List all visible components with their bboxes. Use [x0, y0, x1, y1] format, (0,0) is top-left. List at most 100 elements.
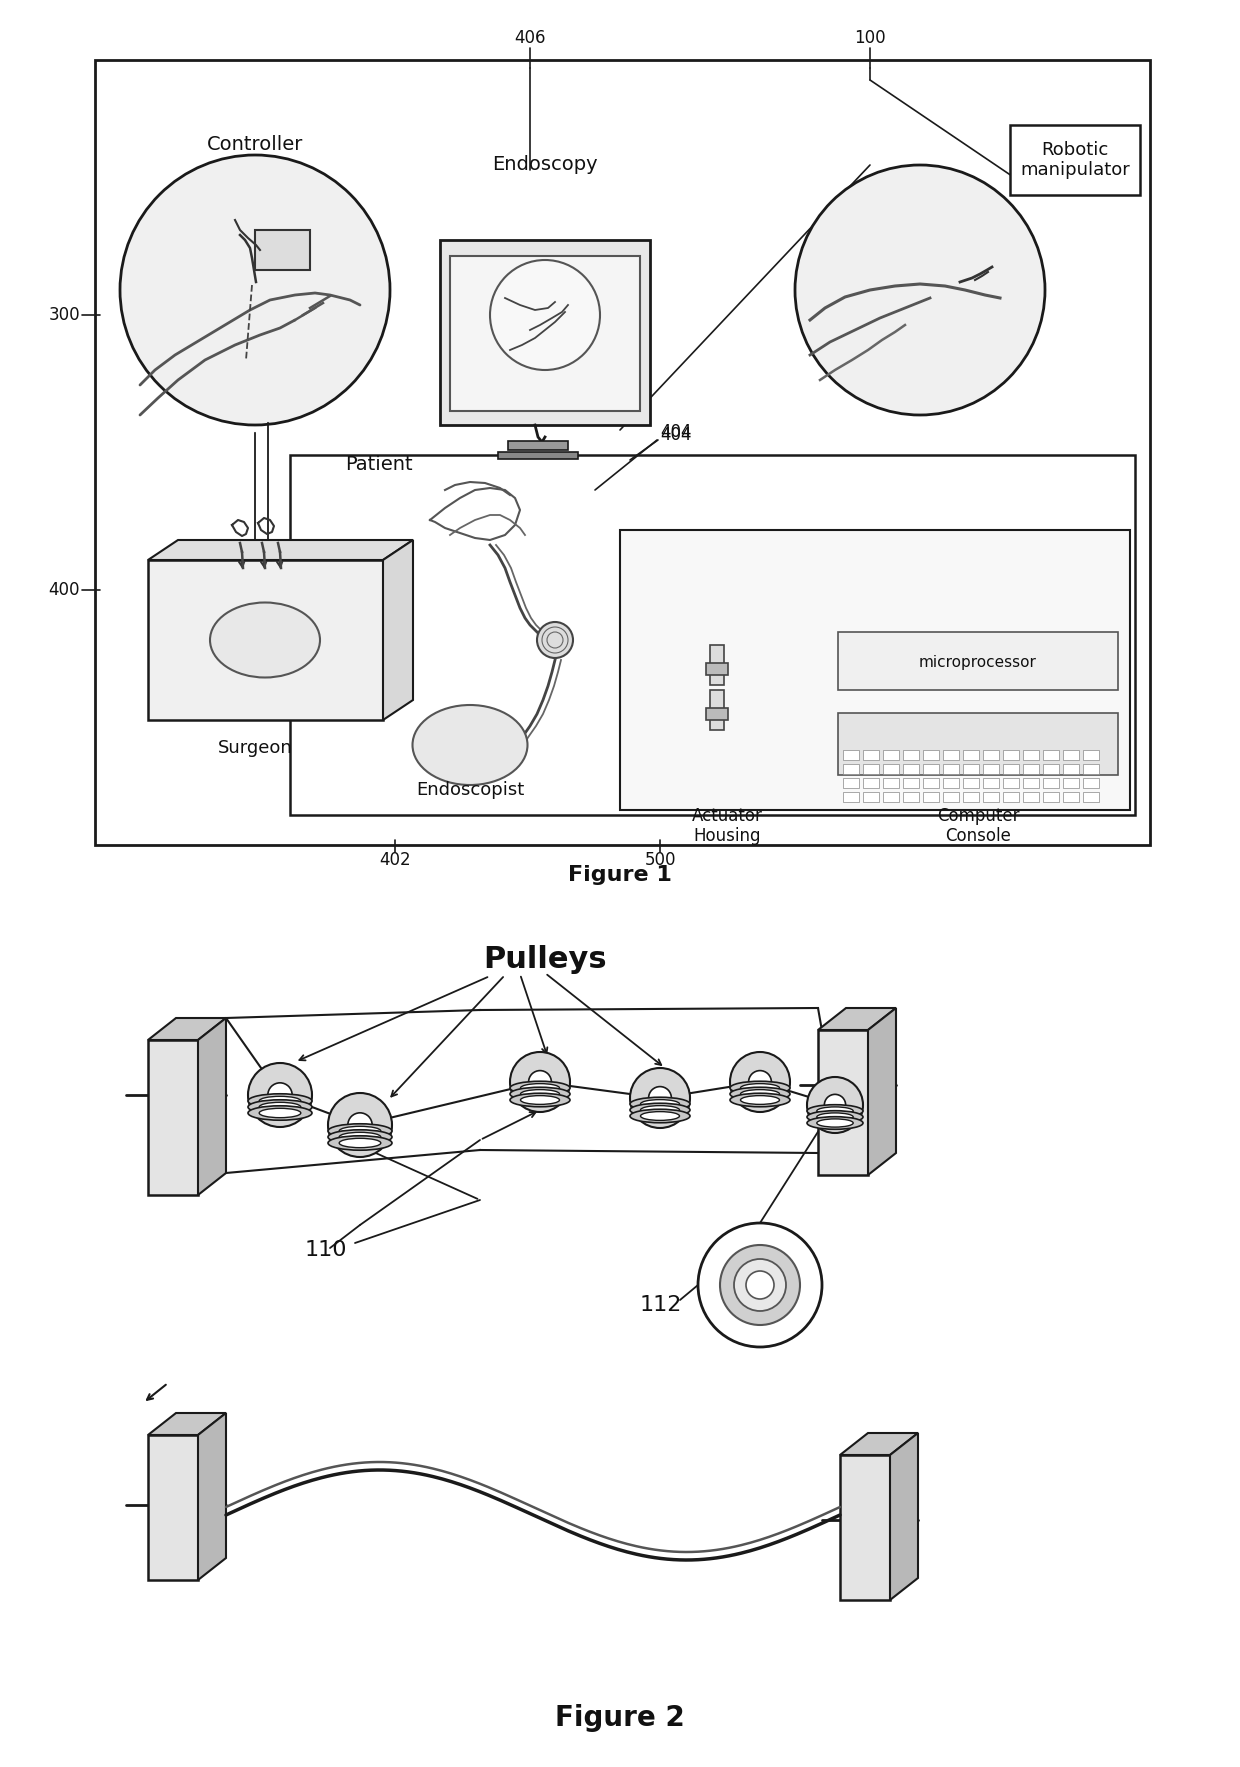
Bar	[440, 240, 650, 426]
Bar	[942, 763, 959, 774]
Bar	[963, 777, 980, 788]
Text: 406: 406	[515, 28, 546, 48]
Ellipse shape	[817, 1113, 853, 1120]
Polygon shape	[383, 541, 413, 719]
Bar	[450, 256, 640, 412]
Bar	[963, 749, 980, 760]
Circle shape	[248, 1064, 312, 1127]
Text: 300: 300	[48, 306, 81, 323]
Ellipse shape	[329, 1119, 392, 1133]
Bar	[148, 1041, 198, 1194]
Ellipse shape	[340, 1126, 381, 1136]
Text: Figure 2: Figure 2	[556, 1703, 684, 1732]
Bar	[1063, 777, 1079, 788]
Bar	[1083, 749, 1099, 760]
Ellipse shape	[259, 1090, 301, 1099]
Bar	[983, 763, 999, 774]
Polygon shape	[868, 1007, 897, 1175]
Ellipse shape	[329, 1129, 392, 1145]
Text: 110: 110	[305, 1240, 347, 1260]
Ellipse shape	[521, 1083, 559, 1092]
Bar	[255, 230, 310, 270]
Bar	[923, 777, 939, 788]
Bar	[903, 749, 919, 760]
Circle shape	[795, 164, 1045, 415]
Bar	[706, 709, 728, 719]
Bar	[711, 645, 724, 686]
Text: Pulleys: Pulleys	[484, 945, 606, 974]
Ellipse shape	[807, 1104, 863, 1117]
Ellipse shape	[740, 1090, 780, 1099]
Ellipse shape	[730, 1094, 790, 1106]
Bar	[148, 560, 383, 719]
Ellipse shape	[817, 1106, 853, 1115]
Bar	[923, 749, 939, 760]
Bar	[1083, 792, 1099, 802]
Ellipse shape	[740, 1083, 780, 1092]
Ellipse shape	[340, 1138, 381, 1149]
Text: 400: 400	[48, 581, 81, 599]
Circle shape	[698, 1223, 822, 1346]
Ellipse shape	[730, 1087, 790, 1101]
Circle shape	[734, 1260, 786, 1311]
Ellipse shape	[817, 1119, 853, 1127]
Bar	[883, 777, 899, 788]
Ellipse shape	[521, 1096, 559, 1104]
Bar	[1011, 125, 1140, 194]
Ellipse shape	[817, 1101, 853, 1110]
Bar	[863, 792, 879, 802]
Bar	[148, 1435, 198, 1580]
Polygon shape	[198, 1414, 226, 1580]
Polygon shape	[818, 1007, 897, 1030]
Bar	[706, 663, 728, 675]
Bar	[942, 777, 959, 788]
Circle shape	[537, 622, 573, 657]
Ellipse shape	[329, 1136, 392, 1150]
Ellipse shape	[248, 1088, 312, 1103]
Ellipse shape	[413, 705, 527, 785]
Circle shape	[746, 1270, 774, 1299]
Text: 100: 100	[854, 28, 885, 48]
Ellipse shape	[510, 1087, 570, 1101]
Ellipse shape	[340, 1120, 381, 1129]
Ellipse shape	[210, 603, 320, 677]
Bar	[863, 749, 879, 760]
Ellipse shape	[259, 1108, 301, 1119]
Bar	[1023, 777, 1039, 788]
Ellipse shape	[807, 1099, 863, 1111]
Polygon shape	[839, 1433, 918, 1454]
Text: 402: 402	[379, 852, 410, 869]
Ellipse shape	[510, 1081, 570, 1096]
Bar	[1003, 749, 1019, 760]
Ellipse shape	[630, 1110, 689, 1122]
Ellipse shape	[630, 1092, 689, 1104]
Bar	[903, 763, 919, 774]
Bar	[1043, 763, 1059, 774]
Bar	[843, 763, 859, 774]
Circle shape	[268, 1083, 293, 1108]
Bar	[838, 714, 1118, 776]
Text: 500: 500	[645, 852, 676, 869]
Ellipse shape	[329, 1124, 392, 1138]
Circle shape	[825, 1094, 846, 1115]
Bar	[95, 60, 1149, 845]
Ellipse shape	[630, 1103, 689, 1117]
Ellipse shape	[630, 1097, 689, 1111]
Bar	[1003, 763, 1019, 774]
Ellipse shape	[248, 1094, 312, 1108]
Ellipse shape	[248, 1099, 312, 1115]
Polygon shape	[148, 1018, 226, 1041]
Circle shape	[120, 155, 391, 426]
Bar	[1003, 777, 1019, 788]
Polygon shape	[148, 1414, 226, 1435]
Circle shape	[807, 1078, 863, 1133]
Bar	[903, 777, 919, 788]
Circle shape	[329, 1094, 392, 1157]
Bar	[839, 1454, 890, 1599]
Ellipse shape	[641, 1099, 680, 1108]
Bar	[620, 530, 1130, 809]
Bar	[983, 777, 999, 788]
Text: Patient: Patient	[345, 456, 413, 475]
Ellipse shape	[730, 1081, 790, 1096]
Circle shape	[510, 1051, 570, 1111]
